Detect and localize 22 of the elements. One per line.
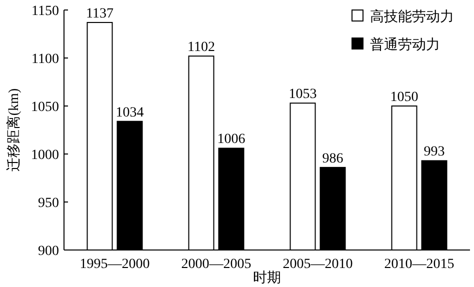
data-label: 1102 xyxy=(188,40,215,56)
x-axis-title: 时期 xyxy=(253,270,281,286)
x-tick-label: 2010—2015 xyxy=(384,257,454,272)
y-tick-label: 1150 xyxy=(32,4,59,19)
data-label: 1006 xyxy=(217,132,246,148)
data-label: 1137 xyxy=(86,6,114,22)
data-label: 993 xyxy=(424,144,445,160)
data-label: 1034 xyxy=(116,105,144,120)
y-axis-title: 迁移距离(km) xyxy=(6,88,22,172)
data-label: 986 xyxy=(322,151,344,166)
data-label: 1053 xyxy=(288,87,317,102)
y-tick-label: 1100 xyxy=(32,52,59,67)
x-tick-label: 2000—2005 xyxy=(181,257,252,272)
legend-label: 普通劳动力 xyxy=(370,36,440,53)
data-label: 1050 xyxy=(390,90,418,105)
y-tick-label: 950 xyxy=(38,196,59,211)
y-tick-label: 900 xyxy=(38,244,59,259)
x-tick-label: 2005—2010 xyxy=(282,257,353,272)
y-tick-label: 1050 xyxy=(31,100,59,115)
y-tick-label: 1000 xyxy=(31,148,59,163)
legend-label: 高技能劳动力 xyxy=(370,9,454,25)
x-tick-label: 1995—2000 xyxy=(80,257,150,272)
